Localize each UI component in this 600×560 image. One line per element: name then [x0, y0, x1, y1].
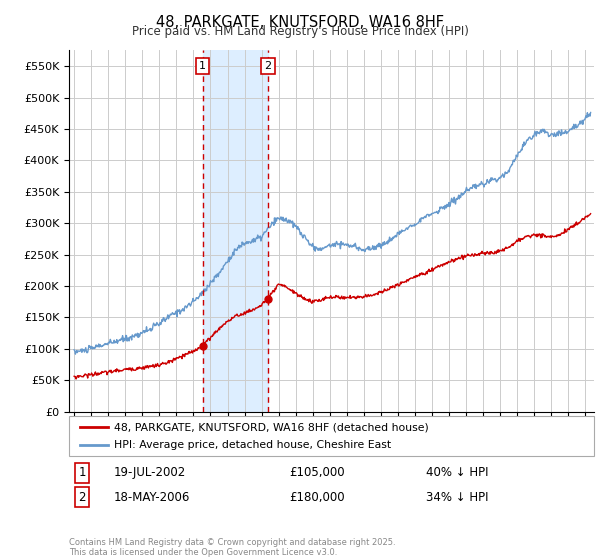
Text: 1: 1: [79, 466, 86, 479]
Text: 19-JUL-2002: 19-JUL-2002: [113, 466, 186, 479]
Text: 2: 2: [79, 491, 86, 504]
Text: Price paid vs. HM Land Registry's House Price Index (HPI): Price paid vs. HM Land Registry's House …: [131, 25, 469, 38]
Text: 18-MAY-2006: 18-MAY-2006: [113, 491, 190, 504]
FancyBboxPatch shape: [69, 416, 594, 456]
Text: HPI: Average price, detached house, Cheshire East: HPI: Average price, detached house, Ches…: [113, 440, 391, 450]
Text: £180,000: £180,000: [290, 491, 345, 504]
Text: 40% ↓ HPI: 40% ↓ HPI: [426, 466, 488, 479]
Text: 2: 2: [265, 61, 272, 71]
Text: 1: 1: [199, 61, 206, 71]
Text: 48, PARKGATE, KNUTSFORD, WA16 8HF (detached house): 48, PARKGATE, KNUTSFORD, WA16 8HF (detac…: [113, 422, 428, 432]
Text: 34% ↓ HPI: 34% ↓ HPI: [426, 491, 488, 504]
Bar: [203, 50, 268, 412]
Text: £105,000: £105,000: [290, 466, 345, 479]
Text: Contains HM Land Registry data © Crown copyright and database right 2025.
This d: Contains HM Land Registry data © Crown c…: [69, 538, 395, 557]
Text: 48, PARKGATE, KNUTSFORD, WA16 8HF: 48, PARKGATE, KNUTSFORD, WA16 8HF: [156, 15, 444, 30]
